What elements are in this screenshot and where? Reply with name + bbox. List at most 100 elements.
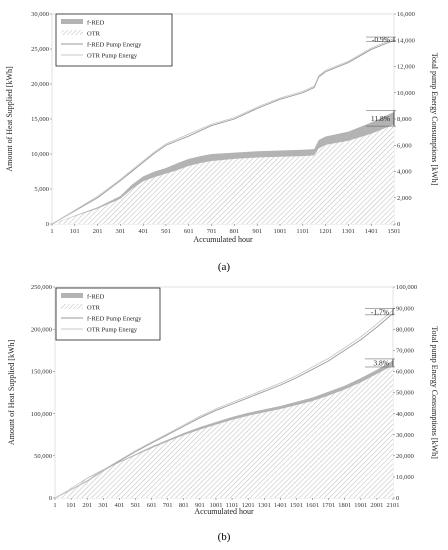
x-tick-label: 1001	[209, 502, 222, 509]
y-tick-label: 30,000	[31, 11, 49, 18]
x-tick-label: 901	[195, 502, 205, 509]
y2-tick-label: 4,000	[397, 169, 412, 176]
legend-label: OTR	[87, 30, 101, 37]
y2-tick-label: 14,000	[397, 37, 415, 44]
x-axis-label: Accumulated hour	[194, 507, 254, 516]
x-tick-label: 401	[115, 502, 125, 509]
x-tick-label: 2101	[387, 502, 400, 509]
legend-swatch-otr	[61, 30, 83, 35]
x-tick-label: 601	[184, 228, 194, 235]
legend-label: f-RED Pump Energy	[87, 41, 142, 48]
x-tick-label: 1201	[242, 502, 255, 509]
x-tick-label: 801	[230, 228, 240, 235]
y-tick-label: 250,000	[31, 284, 52, 291]
y2-tick-label: 50,000	[396, 390, 414, 397]
x-tick-label: 1901	[354, 502, 367, 509]
legend-label: OTR Pump Energy	[87, 326, 138, 333]
y2-tick-label: 0	[396, 495, 399, 502]
x-tick-label: 901	[252, 228, 262, 235]
y-axis-label: Amount of Heat Supplied [kWh]	[7, 340, 16, 446]
y-tick-label: 0	[46, 221, 49, 228]
series-otr-pump-energy-line	[54, 309, 394, 499]
y2-tick-label: 10,000	[396, 474, 414, 481]
y-tick-label: 200,000	[31, 326, 52, 333]
y-axis-label: Amount of Heat Supplied [kWh]	[5, 66, 14, 172]
y2-axis-label: Total pump Energy Consumptions [kWh]	[430, 53, 439, 186]
x-tick-label: 501	[131, 502, 141, 509]
x-tick-label: 201	[82, 502, 92, 509]
x-tick-label: 601	[147, 502, 157, 509]
series-otr-pump-energy-line	[51, 38, 395, 225]
y2-tick-label: 30,000	[396, 432, 414, 439]
x-tick-label: 1001	[274, 228, 287, 235]
y2-tick-label: 0	[397, 221, 400, 228]
y-tick-label: 150,000	[31, 369, 52, 376]
x-tick-label: 101	[66, 502, 76, 509]
x-tick-label: 1301	[258, 502, 271, 509]
panel-label: (b)	[218, 531, 231, 543]
x-tick-label: 501	[161, 228, 171, 235]
y-tick-label: 10,000	[31, 151, 49, 158]
x-tick-label: 1	[53, 502, 56, 509]
legend-label: f-RED Pump Energy	[87, 315, 142, 322]
x-tick-label: 701	[207, 228, 217, 235]
y2-tick-label: 10,000	[397, 90, 415, 97]
y-tick-label: 50,000	[34, 453, 52, 460]
y2-tick-label: 80,000	[396, 326, 414, 333]
legend-swatch-f-red	[61, 293, 83, 298]
chart-panel-a: 0 5,000 10,000 15,000 20,000 25,000 30,000 0 2,0…	[5, 11, 439, 273]
y2-axis-label: Total pump Energy Consumptions [kWh]	[430, 326, 439, 459]
x-tick-label: 1101	[296, 228, 309, 235]
y2-tick-label: 2,000	[397, 195, 412, 202]
y2-tick-label: 16,000	[397, 11, 415, 18]
chart-panel-b: 050,000100,000150,000200,000250,000010,0…	[7, 284, 439, 543]
y2-tick-label: 40,000	[396, 411, 414, 418]
y2-tick-label: 90,000	[396, 305, 414, 312]
y-tick-label: 5,000	[34, 186, 49, 193]
y2-tick-label: 12,000	[397, 64, 415, 71]
x-tick-label: 1601	[306, 502, 319, 509]
annotation-label: 11.8%	[371, 114, 390, 123]
y2-tick-label: 20,000	[396, 453, 414, 460]
x-tick-label: 1801	[338, 502, 351, 509]
legend-swatch-otr	[61, 304, 83, 309]
series-otr-area	[52, 124, 394, 224]
x-tick-label: 1	[50, 228, 53, 235]
y2-tick-label: 100,000	[396, 284, 417, 291]
x-tick-label: 1201	[319, 228, 332, 235]
y2-tick-label: 60,000	[396, 369, 414, 376]
x-tick-label: 301	[116, 228, 126, 235]
y-tick-label: 0	[49, 495, 52, 502]
x-tick-label: 201	[93, 228, 103, 235]
annotation-label: -1.7%	[371, 307, 389, 316]
y-tick-label: 100,000	[31, 411, 52, 418]
x-tick-label: 401	[138, 228, 148, 235]
x-tick-label: 1101	[226, 502, 239, 509]
y-tick-label: 25,000	[31, 46, 49, 53]
x-tick-label: 1501	[290, 502, 303, 509]
annotation-label: 3.8%	[373, 358, 389, 367]
x-tick-label: 301	[98, 502, 108, 509]
y-tick-label: 15,000	[31, 116, 49, 123]
x-tick-label: 2001	[370, 502, 383, 509]
series-f-red-pump-energy-line	[54, 313, 394, 499]
series-otr-area	[55, 365, 393, 498]
x-tick-label: 1701	[322, 502, 335, 509]
legend-label: f-RED	[87, 293, 105, 300]
y2-tick-label: 6,000	[397, 142, 412, 149]
x-tick-label: 101	[70, 228, 80, 235]
legend-label: OTR	[87, 304, 101, 311]
x-tick-label: 1301	[342, 228, 355, 235]
legend-label: f-RED	[87, 19, 105, 26]
annotation-label: -0.9%	[372, 35, 390, 44]
legend-label: OTR Pump Energy	[87, 52, 138, 59]
x-axis-label: Accumulated hour	[193, 235, 253, 244]
x-tick-label: 701	[163, 502, 173, 509]
legend-swatch-f-red	[61, 19, 83, 24]
x-tick-label: 1401	[274, 502, 287, 509]
panel-label: (a)	[218, 261, 231, 273]
x-tick-label: 1501	[388, 228, 401, 235]
x-tick-label: 801	[179, 502, 189, 509]
y2-tick-label: 70,000	[396, 348, 414, 355]
